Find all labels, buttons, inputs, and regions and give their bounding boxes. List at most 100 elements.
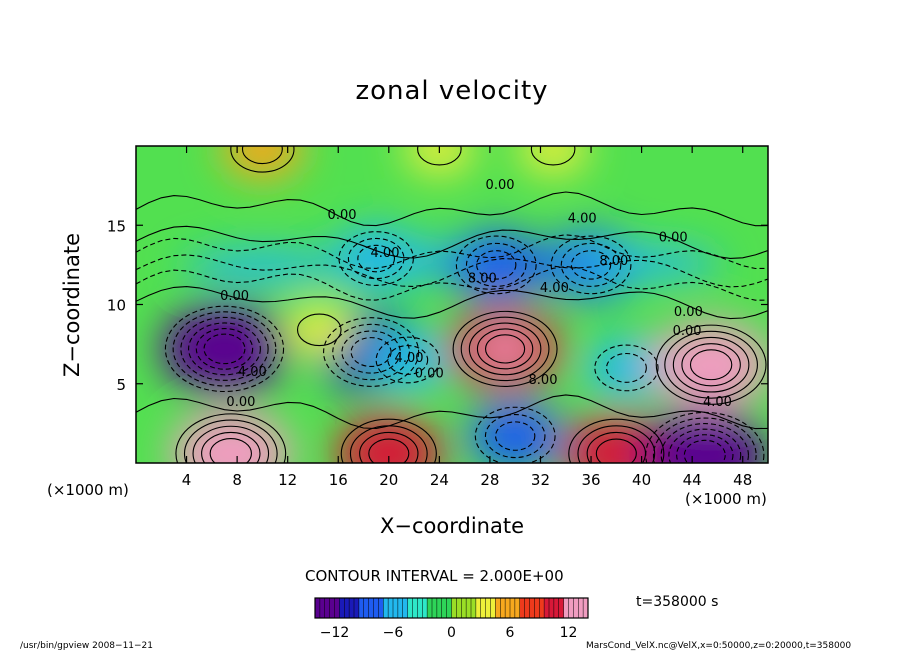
contour-label: 4.00 (540, 281, 569, 296)
contour-line (676, 434, 734, 463)
jet-band-blob (561, 247, 722, 280)
velocity-extremum-core (479, 330, 531, 368)
colorbar-swatch (432, 598, 438, 618)
contour-label: 8.00 (468, 272, 497, 287)
contour-line (683, 439, 726, 463)
contour-line (180, 316, 269, 381)
contour-line (460, 316, 550, 382)
contour-line (455, 235, 537, 295)
velocity-extremum-core (683, 345, 739, 385)
contour-line (192, 425, 270, 463)
x-tick-label: 12 (278, 471, 297, 489)
contour-line (681, 343, 741, 387)
colorbar-tick-label: 6 (506, 625, 515, 641)
colorbar-swatch (388, 598, 394, 618)
contour-label: 4.00 (568, 211, 597, 226)
contour-line (341, 330, 401, 374)
colorbar-swatch (324, 598, 330, 618)
colorbar-swatch (397, 598, 404, 618)
colorbar-swatch (358, 598, 365, 618)
contour-line (484, 334, 526, 364)
contour-line (172, 311, 277, 387)
contour-line (668, 428, 742, 463)
colorbar-swatch (495, 598, 501, 618)
contour-line (136, 394, 768, 430)
chart-title: zonal velocity (355, 76, 549, 106)
colorbar-swatch (524, 598, 530, 618)
contour-line (387, 345, 429, 375)
colorbar-frame (314, 597, 589, 619)
x-tick-label: 24 (430, 471, 449, 489)
contour-line (357, 244, 396, 273)
colorbar-swatch (383, 598, 389, 618)
velocity-extremum-core (364, 435, 414, 463)
x-tick-label: 8 (232, 471, 242, 489)
colorbar-swatch (368, 598, 374, 618)
colorbar-tick-label: −12 (320, 625, 350, 641)
colorbar-swatch (578, 598, 584, 618)
velocity-extremum-core (592, 435, 641, 463)
contour-label: 8.00 (529, 373, 558, 388)
contour-line (136, 191, 768, 227)
contour-line (689, 349, 733, 381)
contour-label: 0.00 (220, 289, 249, 304)
contour-label: 0.00 (659, 230, 688, 245)
contour-label: 8.00 (599, 254, 628, 269)
contour-label: 0.00 (674, 305, 703, 320)
contour-line (296, 313, 342, 347)
contour-label: 4.00 (703, 395, 732, 410)
colorbar-swatch (510, 598, 516, 618)
contour-line (323, 317, 420, 387)
colorbar-swatch (514, 598, 521, 618)
velocity-extremum-core (676, 434, 734, 463)
contour-line (474, 406, 556, 463)
x-unit-right: (×1000 m) (685, 490, 767, 508)
velocity-extremum-core (493, 420, 537, 452)
contour-line (495, 421, 536, 451)
time-label: t=358000 s (636, 594, 719, 610)
contour-label: 0.00 (226, 395, 255, 410)
contour-line (164, 305, 285, 393)
contour-label: 4.00 (371, 246, 400, 261)
x-tick-label: 28 (480, 471, 499, 489)
contour-line (664, 330, 758, 399)
colorbar-swatch (441, 598, 447, 618)
colorbar-swatch (539, 598, 545, 618)
colorbar-swatch (407, 598, 413, 618)
colorbar-swatch (422, 598, 428, 618)
contour-line (452, 310, 558, 387)
contour-line (655, 324, 767, 405)
colorbar-swatch (461, 598, 467, 618)
colorbar-swatch (544, 598, 550, 618)
contour-line (375, 336, 440, 384)
y-tick-label: 10 (107, 297, 126, 315)
colorbar-swatch (417, 598, 423, 618)
contour-line (652, 417, 757, 463)
colorbar-swatch (553, 598, 560, 618)
contour-line (203, 333, 246, 365)
contour-label: 4.00 (395, 351, 424, 366)
contour-line (476, 250, 517, 280)
colorbar-swatch (480, 598, 486, 618)
contour-label: 0.00 (486, 178, 515, 193)
contour-line (201, 431, 261, 463)
colorbar-swatch (363, 598, 369, 618)
colorbar-tick-label: 0 (447, 625, 456, 641)
y-tick-label: 15 (107, 217, 126, 235)
contour-line (347, 237, 405, 280)
colorbar-swatch (456, 598, 462, 618)
contour-line (195, 328, 254, 370)
x-tick-label: 40 (632, 471, 651, 489)
contour-line (230, 146, 295, 173)
velocity-extremum-core (423, 146, 456, 161)
footer-left: /usr/bin/gpview 2008−11−21 (20, 641, 154, 651)
colorbar-swatch (549, 598, 555, 618)
contour-line (241, 146, 283, 165)
colorbar-swatch (354, 598, 360, 618)
x-tick-label: 16 (329, 471, 348, 489)
contour-interval: CONTOUR INTERVAL = 2.000E+00 (305, 567, 564, 585)
contour-line (136, 286, 768, 320)
contour-line (417, 146, 462, 166)
x-tick-label: 4 (182, 471, 192, 489)
colorbar-swatch (490, 598, 496, 618)
